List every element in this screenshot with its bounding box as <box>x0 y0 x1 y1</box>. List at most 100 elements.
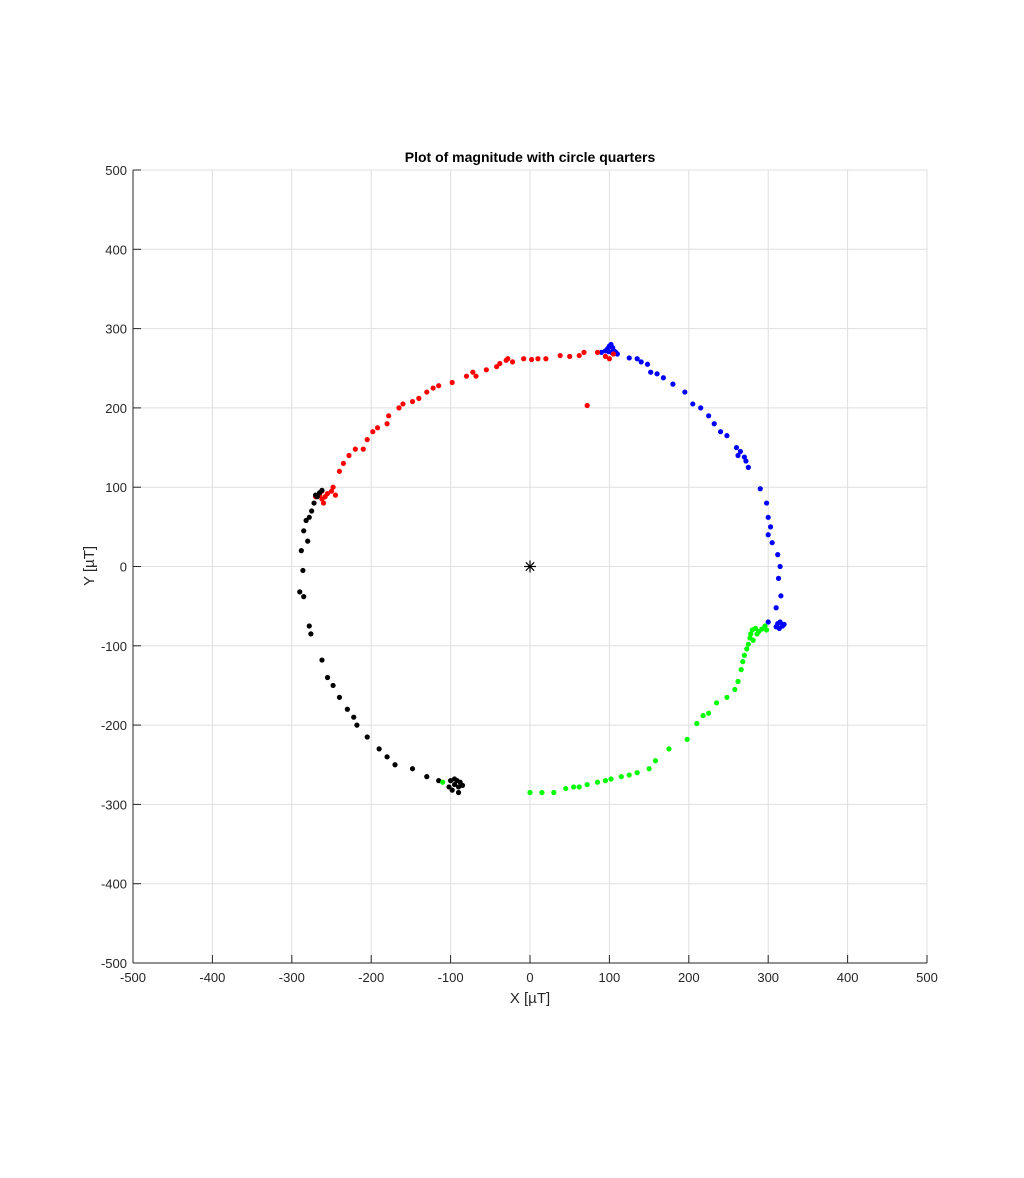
data-point <box>769 540 775 546</box>
data-point <box>314 494 320 500</box>
data-point <box>463 373 470 379</box>
x-tick-label: 500 <box>916 970 938 985</box>
data-point <box>324 490 331 497</box>
data-point <box>360 446 366 452</box>
data-point <box>528 356 535 363</box>
data-point <box>748 631 754 637</box>
y-tick-label: 400 <box>105 242 127 257</box>
data-point <box>505 356 511 362</box>
data-point <box>706 413 712 419</box>
data-point <box>301 528 307 534</box>
data-point <box>654 371 660 377</box>
data-point <box>634 356 640 362</box>
data-point <box>666 746 672 752</box>
data-point <box>370 429 376 435</box>
data-point <box>614 351 620 357</box>
data-point <box>626 772 632 778</box>
y-tick-label: -100 <box>101 639 127 654</box>
data-point <box>297 589 303 595</box>
data-point <box>602 353 609 359</box>
data-point <box>483 367 489 373</box>
data-point <box>330 484 336 490</box>
data-point <box>594 779 601 785</box>
data-point <box>440 779 446 785</box>
data-point <box>298 548 304 554</box>
data-point <box>455 789 462 796</box>
data-point <box>606 356 613 362</box>
data-point <box>765 532 771 538</box>
data-point <box>455 784 462 790</box>
data-point <box>682 389 688 395</box>
data-point <box>773 624 779 630</box>
data-point <box>324 674 331 681</box>
x-tick-label: -100 <box>438 970 464 985</box>
data-point <box>311 500 317 506</box>
data-point <box>449 379 455 386</box>
data-point <box>386 413 392 419</box>
data-point <box>400 401 406 407</box>
data-point <box>757 486 763 492</box>
data-point <box>451 776 458 782</box>
y-tick-label: 200 <box>105 401 127 416</box>
data-point <box>424 389 430 395</box>
x-tick-label: -300 <box>279 970 305 985</box>
data-point <box>690 401 696 407</box>
data-point <box>660 375 666 381</box>
x-tick-label: 300 <box>757 970 779 985</box>
data-point <box>781 621 787 627</box>
data-point <box>750 637 756 643</box>
data-point <box>706 710 712 716</box>
data-point <box>638 359 644 365</box>
x-tick-label: -400 <box>199 970 225 985</box>
axes: -500 -400 -300 -200 -100 0 100 200 300 400 500 -500… <box>101 163 938 985</box>
data-point <box>305 538 311 544</box>
data-point <box>775 575 782 581</box>
data-point <box>735 452 741 459</box>
data-point <box>762 623 768 629</box>
data-point <box>543 356 549 362</box>
data-point <box>594 349 601 355</box>
data-point <box>713 700 720 706</box>
data-point <box>557 352 563 359</box>
data-point <box>416 395 422 401</box>
data-point <box>306 514 312 520</box>
x-axis-label: X [µT] <box>510 990 550 1007</box>
data-point <box>306 623 312 629</box>
data-point <box>332 492 339 498</box>
x-tick-label: 100 <box>599 970 621 985</box>
data-point <box>778 593 784 599</box>
data-point <box>724 694 730 700</box>
data-point <box>352 446 358 452</box>
center-asterisk-icon <box>524 560 536 573</box>
y-tick-label: -200 <box>101 718 127 733</box>
data-point <box>409 766 416 772</box>
data-point <box>571 784 577 790</box>
data-point <box>717 429 724 435</box>
data-point <box>652 758 659 764</box>
data-point <box>300 567 306 574</box>
data-point <box>743 458 749 464</box>
y-tick-label: 100 <box>105 480 127 495</box>
data-point <box>775 552 781 558</box>
data-point <box>308 631 314 637</box>
data-point <box>567 353 573 359</box>
data-point <box>384 754 390 760</box>
x-tick-label: -200 <box>358 970 384 985</box>
data-point <box>424 774 430 780</box>
data-point <box>376 746 382 752</box>
data-point <box>328 488 335 494</box>
data-point <box>765 619 771 625</box>
data-point <box>610 351 616 357</box>
data-point <box>354 722 360 728</box>
data-point <box>470 369 476 375</box>
data-point <box>684 736 690 742</box>
data-point <box>606 348 612 355</box>
data-point <box>745 464 751 470</box>
x-tick-label: 200 <box>678 970 700 985</box>
data-point <box>319 657 325 663</box>
data-point <box>777 619 783 625</box>
y-tick-label: 0 <box>120 560 127 575</box>
data-point <box>741 652 747 658</box>
data-point <box>584 402 590 409</box>
y-tick-label: -400 <box>101 877 127 892</box>
